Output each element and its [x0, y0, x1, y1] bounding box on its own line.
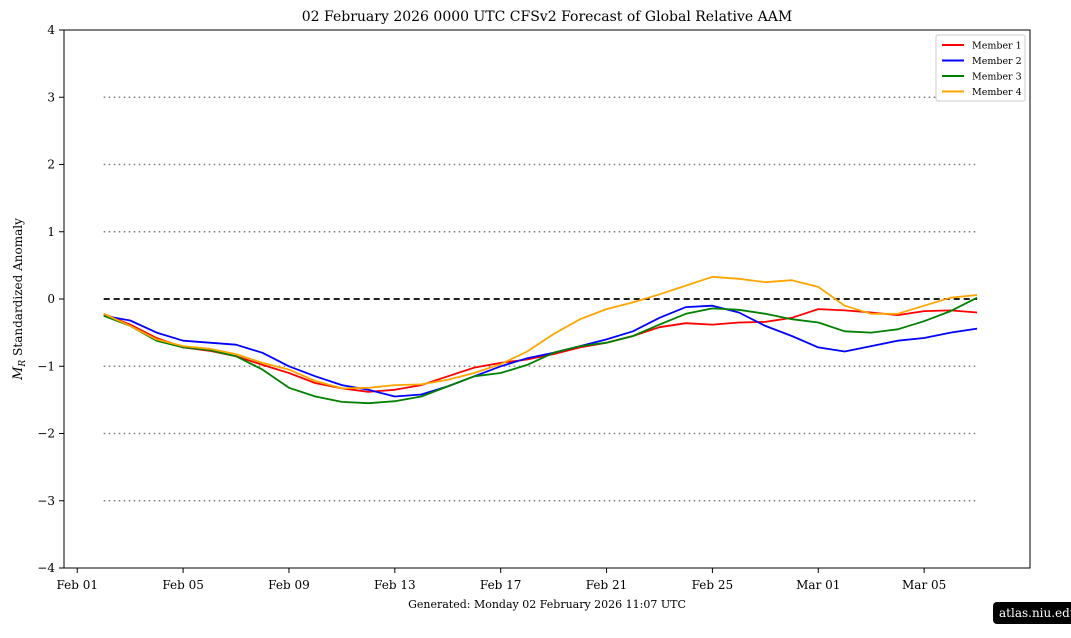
series-line-member-4: [103, 275, 978, 390]
reference-lines: [103, 96, 978, 502]
series-line-member-2: [103, 304, 978, 398]
x-axis: Feb 01 Feb 05 Feb 09 Feb 13 Feb 17 Feb 21 Feb …: [56, 568, 946, 592]
x-tick-label: Feb 09: [268, 578, 310, 592]
y-tick-label: 4: [47, 23, 55, 37]
x-tick-label: Feb 13: [374, 578, 416, 592]
y-tick-label: −1: [37, 359, 55, 373]
legend-box: [935, 34, 1026, 102]
x-tick-label: Feb 17: [480, 578, 522, 592]
series-line-member-3: [103, 296, 978, 405]
legend: Member 1 Member 2 Member 3 Member 4: [935, 34, 1026, 102]
y-tick-label: −4: [37, 561, 55, 575]
y-tick-label: 3: [47, 90, 55, 104]
x-tick-label: Feb 01: [56, 578, 98, 592]
legend-label-member-1: Member 1: [972, 41, 1022, 52]
source-watermark: atlas.niu.edu: [993, 602, 1071, 624]
x-tick-label: Feb 21: [586, 578, 628, 592]
y-tick-label: 1: [47, 225, 55, 239]
x-tick-label: Feb 25: [692, 578, 734, 592]
y-tick-label: 0: [47, 292, 55, 306]
y-tick-label: −2: [37, 427, 55, 441]
y-tick-label: −3: [37, 494, 55, 508]
y-axis-label-subscript: R: [18, 360, 28, 368]
y-axis: −4 −3 −2 −1 0 1 2 3 4: [37, 23, 64, 575]
x-tick-label: Feb 05: [162, 578, 204, 592]
series-lines: [103, 275, 978, 405]
legend-label-member-4: Member 4: [972, 87, 1022, 98]
y-axis-label: MR Standardized Anomaly: [11, 218, 28, 381]
y-axis-label-text: Standardized Anomaly: [11, 218, 25, 356]
y-axis-label-symbol: M: [11, 366, 26, 381]
series-line-member-1: [103, 308, 978, 393]
generated-timestamp: Generated: Monday 02 February 2026 11:07…: [408, 598, 686, 611]
chart-title: 02 February 2026 0000 UTC CFSv2 Forecast…: [302, 9, 792, 25]
legend-label-member-2: Member 2: [972, 56, 1022, 67]
legend-label-member-3: Member 3: [972, 72, 1022, 83]
x-tick-label: Mar 01: [796, 578, 840, 592]
x-tick-label: Mar 05: [902, 578, 946, 592]
y-tick-label: 2: [47, 158, 55, 172]
